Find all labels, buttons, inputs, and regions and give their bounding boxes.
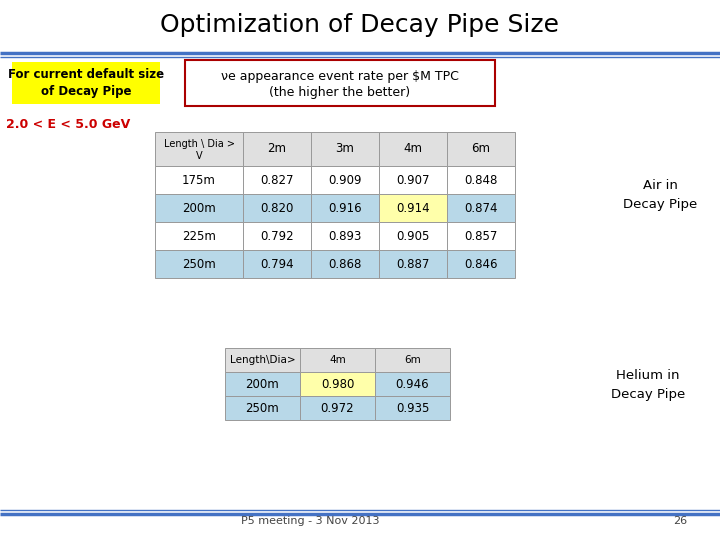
- Text: 225m: 225m: [182, 230, 216, 242]
- Bar: [155, 132, 243, 166]
- Text: 26: 26: [673, 516, 687, 526]
- Bar: [225, 396, 300, 420]
- Bar: [243, 132, 311, 166]
- Text: 0.980: 0.980: [321, 377, 354, 390]
- Text: νe appearance event rate per $M TPC: νe appearance event rate per $M TPC: [221, 70, 459, 83]
- Bar: [225, 372, 300, 396]
- Bar: [300, 396, 375, 420]
- Text: 0.946: 0.946: [396, 377, 429, 390]
- Text: 0.907: 0.907: [396, 173, 430, 186]
- Bar: [379, 166, 447, 194]
- Text: 0.905: 0.905: [396, 230, 430, 242]
- Text: 0.935: 0.935: [396, 402, 429, 415]
- Text: Optimization of Decay Pipe Size: Optimization of Decay Pipe Size: [161, 13, 559, 37]
- Bar: [243, 194, 311, 222]
- Bar: [379, 222, 447, 250]
- Text: Length \ Dia >: Length \ Dia >: [163, 139, 235, 149]
- Bar: [155, 250, 243, 278]
- Bar: [243, 166, 311, 194]
- Text: Air in
Decay Pipe: Air in Decay Pipe: [623, 179, 697, 211]
- Text: 0.794: 0.794: [260, 258, 294, 271]
- Text: 6m: 6m: [404, 355, 421, 365]
- Bar: [447, 194, 515, 222]
- Text: 0.792: 0.792: [260, 230, 294, 242]
- Text: 0.874: 0.874: [464, 201, 498, 214]
- Bar: [185, 60, 495, 106]
- Text: 0.887: 0.887: [396, 258, 430, 271]
- Text: 0.820: 0.820: [261, 201, 294, 214]
- Bar: [379, 194, 447, 222]
- Text: For current default size
of Decay Pipe: For current default size of Decay Pipe: [8, 68, 164, 98]
- Text: 0.846: 0.846: [464, 258, 498, 271]
- Text: 0.893: 0.893: [328, 230, 361, 242]
- Text: 0.857: 0.857: [464, 230, 498, 242]
- Bar: [311, 222, 379, 250]
- Text: 200m: 200m: [182, 201, 216, 214]
- Text: 4m: 4m: [329, 355, 346, 365]
- Text: 4m: 4m: [403, 143, 423, 156]
- Bar: [12, 62, 160, 104]
- Bar: [300, 348, 375, 372]
- Text: 2.0 < E < 5.0 GeV: 2.0 < E < 5.0 GeV: [6, 118, 130, 132]
- Text: 0.972: 0.972: [320, 402, 354, 415]
- Bar: [447, 250, 515, 278]
- Bar: [155, 166, 243, 194]
- Bar: [379, 132, 447, 166]
- Bar: [311, 132, 379, 166]
- Bar: [375, 372, 450, 396]
- Bar: [375, 348, 450, 372]
- Bar: [375, 396, 450, 420]
- Text: 0.914: 0.914: [396, 201, 430, 214]
- Bar: [311, 166, 379, 194]
- Bar: [243, 250, 311, 278]
- Text: P5 meeting - 3 Nov 2013: P5 meeting - 3 Nov 2013: [240, 516, 379, 526]
- Text: V: V: [196, 151, 202, 161]
- Text: Length\Dia>: Length\Dia>: [230, 355, 295, 365]
- Text: 250m: 250m: [246, 402, 279, 415]
- Text: 0.916: 0.916: [328, 201, 362, 214]
- Text: 0.909: 0.909: [328, 173, 361, 186]
- Bar: [447, 132, 515, 166]
- Text: 2m: 2m: [268, 143, 287, 156]
- Text: 250m: 250m: [182, 258, 216, 271]
- Bar: [155, 194, 243, 222]
- Bar: [379, 250, 447, 278]
- Bar: [311, 194, 379, 222]
- Bar: [243, 222, 311, 250]
- Text: 200m: 200m: [246, 377, 279, 390]
- Text: 6m: 6m: [472, 143, 490, 156]
- Bar: [155, 222, 243, 250]
- Text: 0.848: 0.848: [464, 173, 498, 186]
- Text: 0.827: 0.827: [260, 173, 294, 186]
- Text: Helium in
Decay Pipe: Helium in Decay Pipe: [611, 369, 685, 401]
- Bar: [225, 348, 300, 372]
- Bar: [447, 166, 515, 194]
- Text: (the higher the better): (the higher the better): [269, 86, 410, 99]
- Text: 0.868: 0.868: [328, 258, 361, 271]
- Text: 175m: 175m: [182, 173, 216, 186]
- Bar: [447, 222, 515, 250]
- Bar: [300, 372, 375, 396]
- Text: 3m: 3m: [336, 143, 354, 156]
- Bar: [311, 250, 379, 278]
